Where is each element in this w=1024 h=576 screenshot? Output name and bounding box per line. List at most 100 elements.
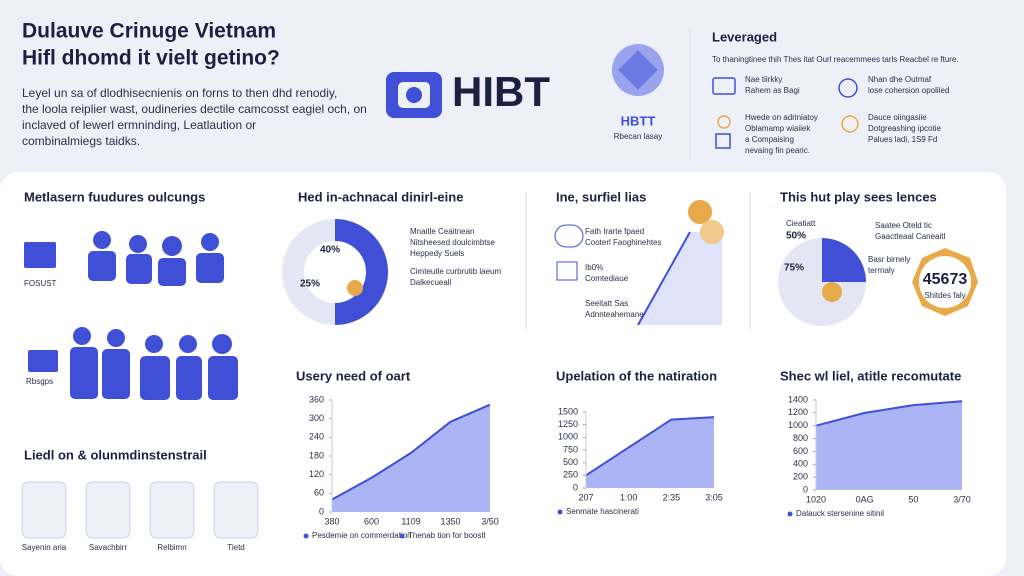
x-tick-label: 600 [364, 516, 379, 526]
item-text: Oblamamp wiaiiek [745, 124, 811, 133]
y-tick-label: 800 [793, 433, 808, 443]
x-tick-label: 1:00 [620, 492, 638, 502]
note: Basr birnely [868, 255, 910, 264]
panel [0, 172, 1006, 576]
y-tick-label: 500 [563, 457, 578, 467]
y-tick-label: 250 [563, 470, 578, 480]
note: Heppedy Suels [410, 249, 464, 258]
x-tick-label: 3:05 [705, 492, 723, 502]
section-title: Liedl on & olunmdinstenstrail [24, 447, 207, 462]
x-tick-label: 3/70 [953, 494, 971, 504]
x-tick-label: 207 [578, 492, 593, 502]
legend-label: Dalauck stersenine sitinil [796, 509, 884, 518]
title: Dulauve Crinuge Vietnam [22, 20, 276, 43]
item-text: Nhan dhe Outmaf [868, 75, 932, 84]
badge-caption: Rbecan lasay [614, 132, 662, 141]
item-text: Dotgreashing ipcotie [868, 124, 941, 133]
pie [778, 238, 978, 326]
logo-text: HIBT [452, 68, 550, 115]
note: Seeitatt Sas [585, 299, 628, 308]
icon-tiles [21, 481, 259, 539]
y-tick-label: 1000 [788, 420, 808, 430]
badge-value: 45673 [923, 271, 968, 288]
y-tick-label: 1000 [558, 432, 578, 442]
area [332, 404, 490, 512]
legend-swatch [787, 511, 793, 517]
note: Cooterl Faoghinehtes [585, 238, 662, 247]
area [816, 401, 962, 490]
icon-label: Sayenin aria [22, 543, 67, 552]
note: terrnaly [868, 266, 895, 275]
intro-text: combinalmiegs taidks. [22, 134, 140, 148]
y-tick-label: 240 [309, 432, 324, 442]
note: Dalkecueall [410, 278, 452, 287]
y-tick-label: 1250 [558, 419, 578, 429]
area [586, 417, 714, 488]
note: Ib0% [585, 263, 603, 272]
note: Gaactteaal Caneaitl [875, 232, 945, 241]
intro-text: Leyel un sa of dlodhisecnienis on forns … [22, 86, 337, 100]
note: Saatee Oteld tic [875, 221, 932, 230]
line [585, 416, 715, 477]
icon-label: FOSUST [24, 279, 57, 288]
growth-graphic [525, 192, 751, 330]
chart-title: Upelation of the natiration [556, 368, 717, 383]
intro-text: inclaved of lewerl ermninding, Leatlauti… [22, 118, 256, 132]
legend-label: Pesdemie on commerdation [312, 531, 412, 540]
item-text: a Compaising [745, 135, 794, 144]
badge-icon [612, 44, 664, 96]
y-tick-label: 0 [573, 482, 578, 492]
percent-label: 75% [784, 263, 804, 274]
line [331, 403, 491, 501]
leveraged-icons [712, 77, 859, 149]
x-tick-label: 2:35 [663, 492, 681, 502]
badge-text: HBTT [621, 113, 656, 128]
y-tick-label: 0 [803, 484, 808, 494]
title: Hifl dhomd it vielt getino? [22, 47, 280, 70]
chart-title: Shec wl liel, atitle recomutate [780, 368, 961, 383]
percent-label: 40% [320, 245, 340, 256]
y-tick-label: 180 [309, 450, 324, 460]
section-title: Metlasern fuudures oulcungs [24, 189, 205, 204]
note: Comtediaue [585, 274, 629, 283]
section-title: Hed in-achnacal dinirl-eine [298, 189, 463, 204]
y-tick-label: 600 [793, 446, 808, 456]
y-tick-label: 120 [309, 469, 324, 479]
x-tick-label: 50 [908, 494, 918, 504]
y-tick-label: 300 [309, 413, 324, 423]
icon-label: Tietd [227, 543, 245, 552]
x-tick-label: 3/50 [481, 516, 499, 526]
y-tick-label: 1400 [788, 394, 808, 404]
section-title: Ine, surfiel lias [556, 189, 646, 204]
y-tick-label: 1200 [788, 407, 808, 417]
y-tick-label: 1500 [558, 406, 578, 416]
legend-swatch [303, 533, 309, 539]
logo-icon [386, 72, 442, 118]
intro-text: the loola reiplier wast, oudineries dect… [22, 102, 367, 116]
note: Adnnteahemane [585, 310, 644, 319]
chart-title: Usery need of oart [296, 368, 411, 383]
icon-label: Relbimn [157, 543, 186, 552]
y-tick-label: 360 [309, 394, 324, 404]
percent-label: 50% [786, 231, 806, 242]
item-text: Dauce oiingasiie [868, 113, 927, 122]
y-tick-label: 400 [793, 459, 808, 469]
y-tick-label: 750 [563, 444, 578, 454]
line [815, 400, 963, 427]
y-tick-label: 0 [319, 506, 324, 516]
legend-label: Senmate hascinerati [566, 507, 639, 516]
note: Nitsheesed doulcimbtse [410, 238, 495, 247]
legend-label: Thenab tion for boostl [408, 531, 486, 540]
x-tick-label: 1020 [806, 494, 826, 504]
item-text: Rahem as Bagi [745, 86, 800, 95]
legend-swatch [399, 533, 405, 539]
x-tick-label: 1350 [440, 516, 460, 526]
section-title: This hut play sees lences [780, 189, 937, 204]
item-text: Palues ladi, 1S9 Fd [868, 135, 937, 144]
legend-swatch [557, 509, 563, 515]
badge-caption: Shitdes faly [924, 291, 965, 300]
subtitle: To thaningtinee thih Thes itat Ourl reac… [712, 55, 959, 64]
x-tick-label: 0AG [856, 494, 874, 504]
